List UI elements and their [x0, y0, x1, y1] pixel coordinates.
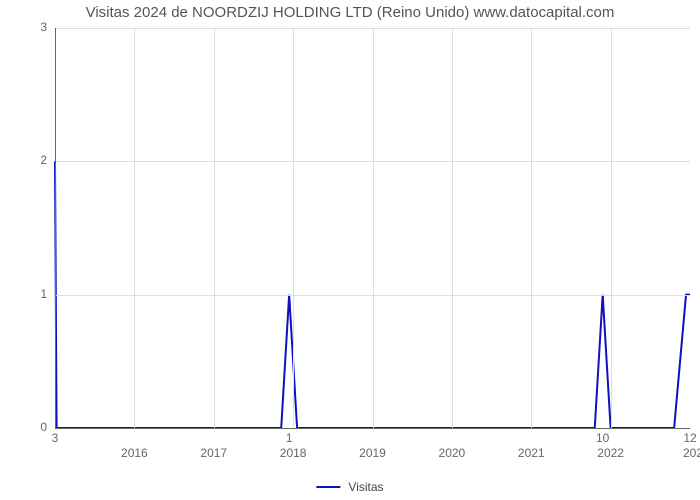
grid-line-v — [214, 28, 215, 428]
grid-line-v — [134, 28, 135, 428]
x-tick-label: 2019 — [348, 446, 398, 460]
grid-line-v — [611, 28, 612, 428]
x-tick-label: 2016 — [109, 446, 159, 460]
x-tick-label: 2020 — [427, 446, 477, 460]
x-tick-label: 2018 — [268, 446, 318, 460]
grid-line-v — [293, 28, 294, 428]
x-tick-label: 2022 — [586, 446, 636, 460]
grid-line-v — [452, 28, 453, 428]
legend: Visitas — [316, 480, 383, 494]
x-tick-label-clipped: 202 — [678, 446, 700, 460]
legend-label: Visitas — [348, 480, 383, 494]
grid-line-v — [373, 28, 374, 428]
x-axis-line — [55, 428, 690, 429]
x-tick-label: 2017 — [189, 446, 239, 460]
data-point-label: 3 — [40, 431, 70, 445]
x-tick-label: 2021 — [506, 446, 556, 460]
grid-line-v — [531, 28, 532, 428]
legend-swatch — [316, 486, 340, 488]
y-axis-line — [55, 28, 56, 428]
plot-area: 0123201620172018201920202021202220231101… — [55, 28, 690, 428]
y-tick-label: 2 — [17, 153, 47, 167]
data-point-label: 1 — [274, 431, 304, 445]
data-point-label: 12 — [675, 431, 700, 445]
data-point-label: 10 — [588, 431, 618, 445]
y-tick-label: 1 — [17, 287, 47, 301]
y-tick-label: 3 — [17, 20, 47, 34]
chart-title: Visitas 2024 de NOORDZIJ HOLDING LTD (Re… — [0, 4, 700, 21]
visits-chart: Visitas 2024 de NOORDZIJ HOLDING LTD (Re… — [0, 0, 700, 500]
